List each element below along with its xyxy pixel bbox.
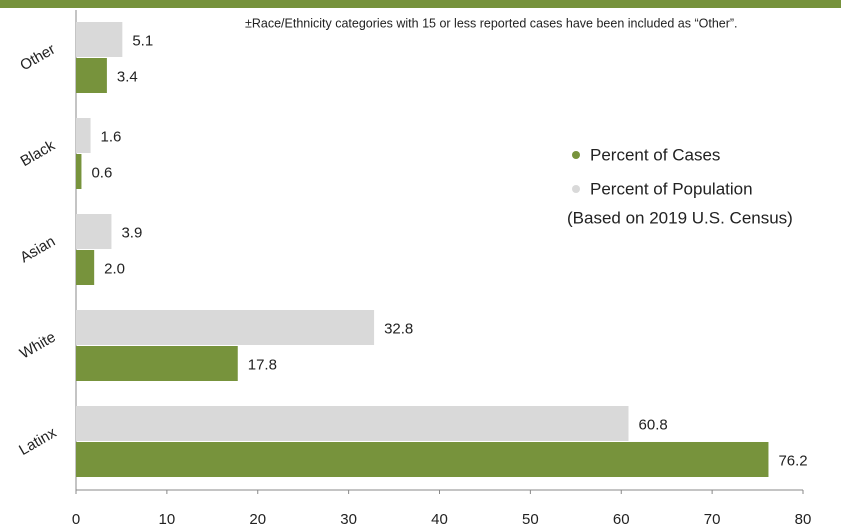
legend-note: (Based on 2019 U.S. Census): [567, 208, 793, 227]
bar: [76, 58, 107, 93]
value-label: 2.0: [104, 260, 125, 277]
bar: [76, 154, 82, 189]
y-tick-label: White: [17, 329, 59, 363]
value-label: 5.1: [132, 32, 153, 49]
legend-swatch: [572, 185, 580, 193]
value-label: 76.2: [778, 452, 807, 469]
legend-label: Percent of Cases: [590, 145, 720, 164]
x-tick-label: 0: [72, 511, 80, 527]
bar: [76, 442, 769, 477]
bar: [76, 346, 238, 381]
header-band: [0, 0, 841, 8]
value-label: 1.6: [101, 128, 122, 145]
value-label: 3.9: [121, 224, 142, 241]
bar: [76, 310, 375, 345]
legend-label: Percent of Population: [590, 179, 753, 198]
y-tick-label: Asian: [17, 233, 58, 266]
y-tick-label: Other: [17, 41, 58, 74]
value-label: 32.8: [384, 320, 413, 337]
value-label: 0.6: [91, 164, 112, 181]
y-tick-label: Black: [18, 137, 59, 170]
x-tick-label: 70: [704, 511, 721, 527]
x-tick-label: 30: [340, 511, 357, 527]
bar: [76, 406, 629, 441]
x-tick-label: 50: [522, 511, 539, 527]
bar: [76, 118, 91, 153]
legend-swatch: [572, 151, 580, 159]
x-tick-label: 40: [431, 511, 448, 527]
x-tick-label: 80: [795, 511, 812, 527]
bar: [76, 214, 112, 249]
y-tick-label: Latinx: [16, 424, 60, 459]
x-tick-label: 60: [613, 511, 630, 527]
x-tick-label: 20: [249, 511, 266, 527]
bar: [76, 22, 123, 57]
value-label: 17.8: [248, 356, 277, 373]
value-label: 60.8: [639, 416, 668, 433]
bar: [76, 250, 95, 285]
value-label: 3.4: [117, 68, 138, 85]
footnote: ±Race/Ethnicity categories with 15 or le…: [245, 16, 738, 30]
x-tick-label: 10: [159, 511, 176, 527]
